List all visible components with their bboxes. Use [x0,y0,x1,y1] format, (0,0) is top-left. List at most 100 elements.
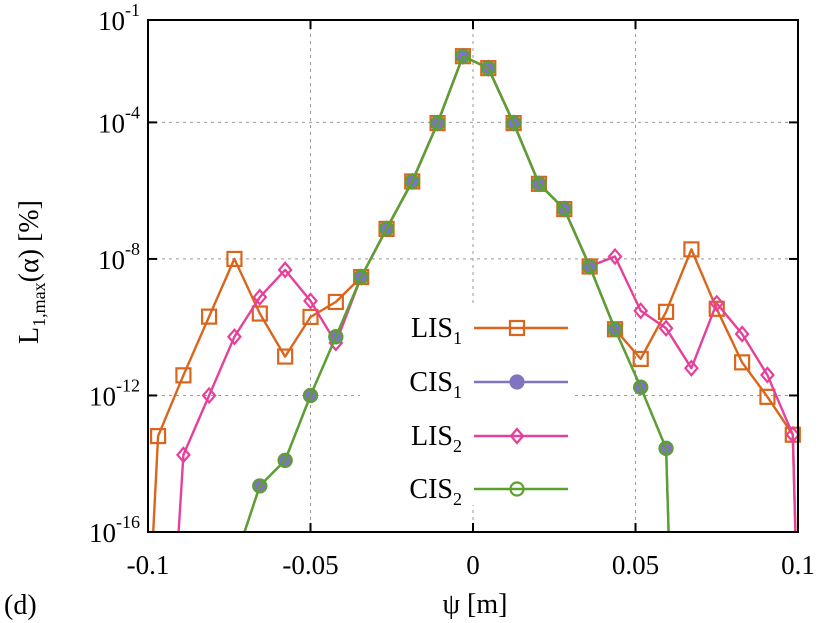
data-point [658,440,674,456]
y-tick-label: 10-1 [98,0,140,36]
data-point [607,321,623,337]
data-point [734,325,750,343]
data-point [582,258,598,275]
y-axis-label-base: L [14,327,45,344]
x-tick-label: 0.1 [781,550,815,580]
x-tick-label: 0.05 [612,550,659,580]
data-point [252,288,268,306]
legend-label: CIS1 [409,367,462,402]
legend-marker [508,319,526,337]
data-point [480,60,496,76]
x-axis-label: ψ [m] [443,589,508,620]
data-point [378,221,395,237]
y-tick-label: 10-8 [98,239,140,275]
data-point [556,201,572,217]
y-axis-label-subscript: 1,max [29,282,49,327]
legend-item: CIS2 [409,474,568,509]
data-point [683,359,699,377]
panel-label: (d) [4,590,37,621]
data-point [226,250,243,268]
legend-label: LIS2 [411,421,462,456]
data-point [251,305,268,322]
data-point [506,115,522,131]
data-point [658,319,674,337]
legend-label-subscript: 2 [453,436,462,456]
y-tick-label-base: 10 [98,6,125,36]
legend-label-name: LIS [411,421,453,452]
data-point [327,293,344,311]
data-point [633,302,649,320]
data-point [175,446,191,464]
y-tick-label-exponent: -8 [125,239,140,259]
legend-marker [509,481,525,497]
data-point [683,241,700,258]
x-tick-label: 0 [466,550,480,580]
y-tick-label-exponent: -1 [125,0,140,20]
data-point [455,48,471,64]
data-point [303,292,318,310]
series-cis2 [243,48,674,533]
legend-label-subscript: 2 [453,489,462,509]
data-point [201,308,218,325]
data-point [353,269,369,285]
legend-label-name: LIS [411,313,453,344]
x-tick-label: -0.1 [127,550,170,580]
data-point [759,388,776,405]
data-point [785,426,801,444]
data-point [632,350,649,368]
y-axis-label: L1,max(α) [%] [14,200,49,344]
data-point [429,115,446,131]
data-point [328,329,344,345]
data-point [252,478,268,494]
data-point [277,261,293,279]
legend-label-subscript: 1 [453,382,462,402]
data-point [302,387,319,404]
legend-marker [509,374,525,390]
x-tick-label: -0.05 [282,550,338,580]
y-axis-label-rest: (α) [%] [14,200,45,282]
data-point [404,173,420,190]
data-point [277,348,294,365]
x-tick-labels: -0.1 -0.05 0 0.05 0.1 [127,550,815,580]
data-point [633,379,649,395]
y-tick-label-exponent: -4 [125,102,140,122]
data-point [227,328,242,346]
y-tick-label-base: 10 [89,381,116,411]
legend-label-name: CIS [409,474,453,505]
series-layer [149,47,801,533]
legend-marker [509,427,525,445]
data-point [733,354,751,371]
legend-item: CIS1 [409,367,568,402]
data-point [607,247,623,266]
ticks [147,19,799,533]
y-tick-label: 10-16 [89,512,140,548]
legend-item: LIS2 [411,421,568,456]
legend-box [360,305,575,505]
data-point [709,294,725,312]
legend-label: CIS2 [409,474,462,509]
data-point [708,300,725,317]
y-tick-label: 10-12 [89,375,140,411]
legend-label-name: CIS [409,367,453,398]
legend-label-subscript: 1 [453,328,462,348]
data-point [201,386,217,405]
legend-label: LIS1 [411,313,462,348]
series-line [243,55,670,533]
data-point [149,427,167,445]
legend-item: LIS1 [411,313,568,348]
y-tick-label-exponent: -16 [116,512,140,532]
data-point [657,303,675,320]
y-tick-label-exponent: -12 [116,375,140,395]
y-tick-label-base: 10 [89,518,116,548]
data-point [760,366,775,384]
data-point [277,452,293,468]
y-tick-label-base: 10 [98,108,125,138]
y-tick-label-base: 10 [98,245,125,275]
y-tick-label: 10-4 [98,102,140,138]
data-point [175,367,192,384]
data-point [302,308,319,326]
data-point [531,176,547,192]
